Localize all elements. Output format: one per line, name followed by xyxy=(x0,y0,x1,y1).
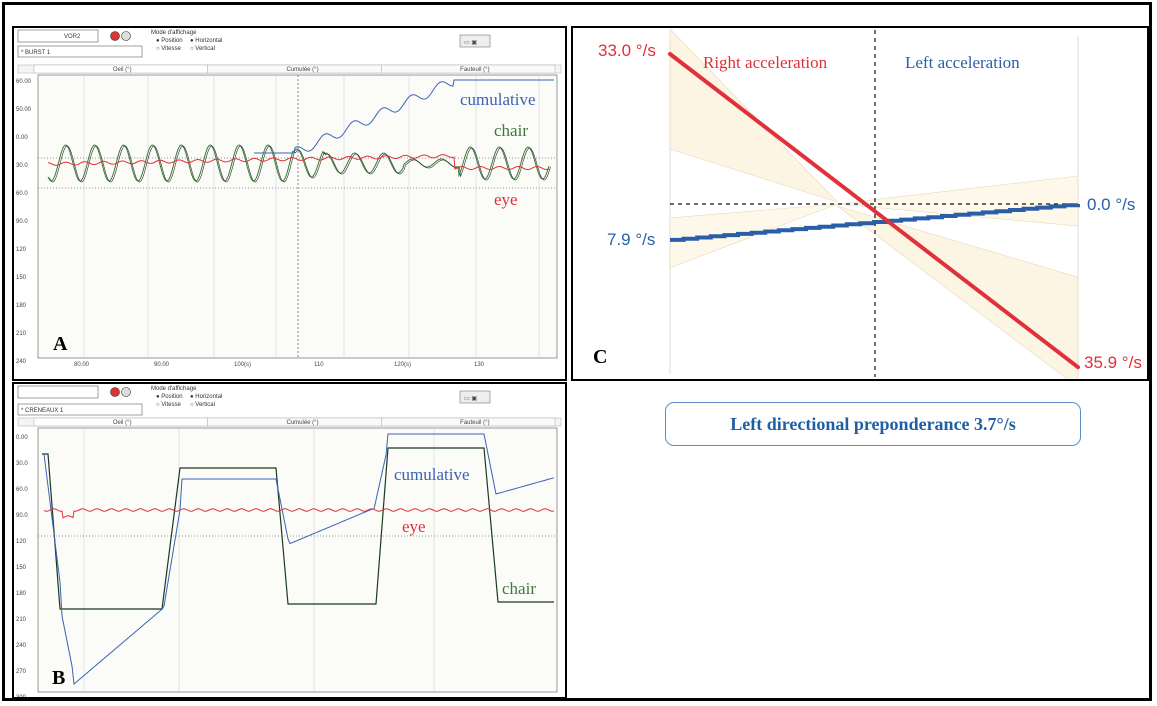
x-tick-a-1: 90.00 xyxy=(154,362,170,368)
mode-title: Mode d'affichage xyxy=(151,30,197,36)
x-tick-a-3: 110 xyxy=(314,362,324,368)
y-tick-a-3: 30.0 xyxy=(16,163,28,169)
top-field xyxy=(17,385,99,399)
y-tick-a-0: 60.00 xyxy=(16,79,32,85)
top-field xyxy=(17,29,99,43)
tab-3 xyxy=(381,64,556,74)
annotation-cumulative-a: cumulative xyxy=(460,90,536,109)
panel-c: 33.0 °/s 35.9 °/s 7.9 °/s 0.0 °/s Right acce… xyxy=(571,26,1149,381)
y-tick-a-4: 60.0 xyxy=(16,191,28,197)
panel-a-plot: VOR2 * BURST 1 Mode d'affichage ● Position ○… xyxy=(16,29,562,368)
y-tick-a-6: 120 xyxy=(16,247,27,253)
protocol-select xyxy=(17,403,143,416)
y-tick-b-1: 30.0 xyxy=(16,461,28,467)
c-label-red-start: 33.0 °/s xyxy=(598,41,656,60)
cumulative-trace-b xyxy=(43,433,555,685)
c-legend-left-acceleration: Left acceleration xyxy=(905,53,1020,72)
y-tick-a-9: 210 xyxy=(16,331,27,337)
tab-label-3: Fauteuil (°) xyxy=(460,420,489,426)
annotation-eye-b: eye xyxy=(402,517,426,536)
c-label-blue-end: 0.0 °/s xyxy=(1087,195,1135,214)
panel-c-label: C xyxy=(593,346,608,368)
panel-c-chart: 33.0 °/s 35.9 °/s 7.9 °/s 0.0 °/s Right acce… xyxy=(598,28,1142,379)
chair-trace-a-shadow xyxy=(49,145,551,183)
plot-area-b xyxy=(37,427,558,693)
vertical-radio: ○ Vertical xyxy=(190,46,215,52)
y-tick-a-10: 240 xyxy=(16,359,27,365)
c-band-blue-left xyxy=(669,203,838,269)
panel-a: VOR2 * BURST 1 Mode d'affichage ● Position ○… xyxy=(12,26,567,381)
horizontal-radio: ● Horizontal xyxy=(190,394,222,400)
export-button xyxy=(459,390,491,404)
export-button-icon: ▭ ▣ xyxy=(464,396,477,402)
c-series-left-acceleration xyxy=(670,203,1080,242)
c-band-red-left xyxy=(669,28,838,203)
position-radio: ● Position xyxy=(156,394,183,400)
eye-trace-b xyxy=(43,508,555,519)
annotation-chair-b: chair xyxy=(502,579,536,598)
export-button-icon: ▭ ▣ xyxy=(464,40,477,46)
c-label-red-end: 35.9 °/s xyxy=(1084,353,1142,372)
c-series-right-acceleration xyxy=(668,52,1080,370)
y-tick-b-2: 60.0 xyxy=(16,487,28,493)
c-band-red-right xyxy=(837,205,1079,379)
preponderance-caption: Left directional preponderance 3.7°/s xyxy=(665,402,1081,446)
vitesse-radio: ○ Vitesse xyxy=(156,402,182,408)
y-tick-b-8: 240 xyxy=(16,643,27,649)
eye-trace-a xyxy=(47,154,550,171)
panel-b: * CRENEAUX 1 Mode d'affichage ● Position ○ … xyxy=(12,382,567,699)
y-tick-b-9: 270 xyxy=(16,669,27,675)
record-icon xyxy=(110,31,120,41)
x-tick-a-2: 100(s) xyxy=(234,362,251,368)
annotation-cumulative-b: cumulative xyxy=(394,465,470,484)
record-icon xyxy=(110,387,120,397)
y-tick-a-5: 90.0 xyxy=(16,219,28,225)
chair-trace-b xyxy=(42,447,554,610)
tab-label-1: Oeil (°) xyxy=(113,67,132,73)
position-radio: ● Position xyxy=(156,38,183,44)
x-tick-a-0: 80.00 xyxy=(74,362,90,368)
c-legend-right-acceleration: Right acceleration xyxy=(703,53,828,72)
y-tick-b-0: 0.00 xyxy=(16,435,28,441)
y-tick-a-1: 50.00 xyxy=(16,107,32,113)
y-tick-a-2: 0.00 xyxy=(16,135,28,141)
annotation-eye-a: eye xyxy=(494,190,518,209)
y-tick-b-5: 150 xyxy=(16,565,27,571)
top-field-text: VOR2 xyxy=(64,34,81,40)
vertical-radio: ○ Vertical xyxy=(190,402,215,408)
export-button xyxy=(459,34,491,48)
y-tick-a-7: 150 xyxy=(16,275,27,281)
panel-b-plot: * CRENEAUX 1 Mode d'affichage ● Position ○ … xyxy=(16,385,562,697)
protocol-name: * BURST 1 xyxy=(21,50,51,56)
horizontal-radio: ● Horizontal xyxy=(190,38,222,44)
tab-label-3: Fauteuil (°) xyxy=(460,67,489,73)
tab-label-1: Oeil (°) xyxy=(113,420,132,426)
tab-label-2: Cumulée (°) xyxy=(287,420,319,426)
c-label-blue-start: 7.9 °/s xyxy=(607,230,655,249)
vitesse-radio: ○ Vitesse xyxy=(156,46,182,52)
panel-a-label: A xyxy=(53,333,68,355)
y-tick-b-6: 180 xyxy=(16,591,27,597)
cumulative-trace-a xyxy=(254,79,554,154)
y-tick-b-3: 90.0 xyxy=(16,513,28,519)
x-tick-a-5: 130 xyxy=(474,362,485,368)
tab-3 xyxy=(381,417,556,427)
x-tick-a-4: 120(s) xyxy=(394,362,411,368)
panel-b-label: B xyxy=(52,667,66,689)
mode-title: Mode d'affichage xyxy=(151,386,197,392)
y-tick-b-7: 210 xyxy=(16,617,27,623)
stop-icon xyxy=(121,31,131,41)
plot-area-a xyxy=(37,74,558,359)
y-tick-b-4: 120 xyxy=(16,539,27,545)
stop-icon xyxy=(121,387,131,397)
protocol-select xyxy=(17,45,143,58)
y-tick-b-10: 300 xyxy=(16,695,27,697)
y-tick-a-8: 180 xyxy=(16,303,27,309)
annotation-chair-a: chair xyxy=(494,121,528,140)
protocol-name: * CRENEAUX 1 xyxy=(21,408,64,414)
tab-label-2: Cumulée (°) xyxy=(287,67,319,73)
